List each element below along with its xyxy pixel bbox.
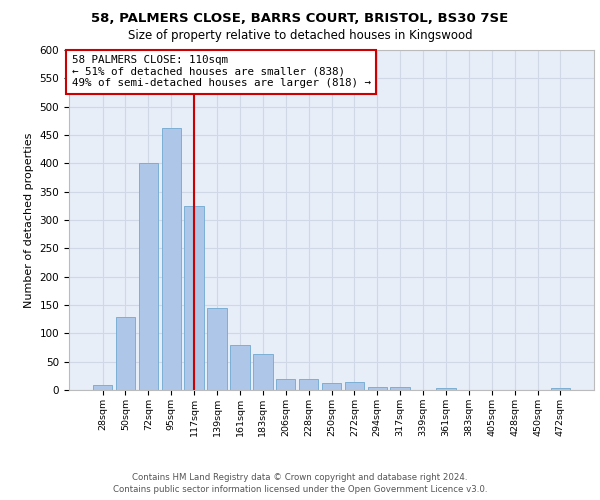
Bar xyxy=(161,128,181,390)
Bar xyxy=(230,344,250,390)
Bar xyxy=(368,387,387,390)
Text: 58 PALMERS CLOSE: 110sqm
← 51% of detached houses are smaller (838)
49% of semi-: 58 PALMERS CLOSE: 110sqm ← 51% of detach… xyxy=(71,55,371,88)
Bar xyxy=(391,387,410,390)
Bar xyxy=(276,378,295,390)
Text: Contains HM Land Registry data © Crown copyright and database right 2024.
Contai: Contains HM Land Registry data © Crown c… xyxy=(113,472,487,494)
Bar xyxy=(253,354,272,390)
Bar xyxy=(436,388,455,390)
Y-axis label: Number of detached properties: Number of detached properties xyxy=(24,132,34,308)
Bar xyxy=(208,308,227,390)
Text: 58, PALMERS CLOSE, BARRS COURT, BRISTOL, BS30 7SE: 58, PALMERS CLOSE, BARRS COURT, BRISTOL,… xyxy=(91,12,509,26)
Bar xyxy=(551,388,570,390)
Bar xyxy=(116,318,135,390)
Bar xyxy=(93,386,112,390)
Bar xyxy=(139,164,158,390)
Bar xyxy=(344,382,364,390)
Text: Size of property relative to detached houses in Kingswood: Size of property relative to detached ho… xyxy=(128,29,472,42)
Bar xyxy=(184,206,204,390)
Bar xyxy=(322,382,341,390)
Bar xyxy=(299,378,319,390)
